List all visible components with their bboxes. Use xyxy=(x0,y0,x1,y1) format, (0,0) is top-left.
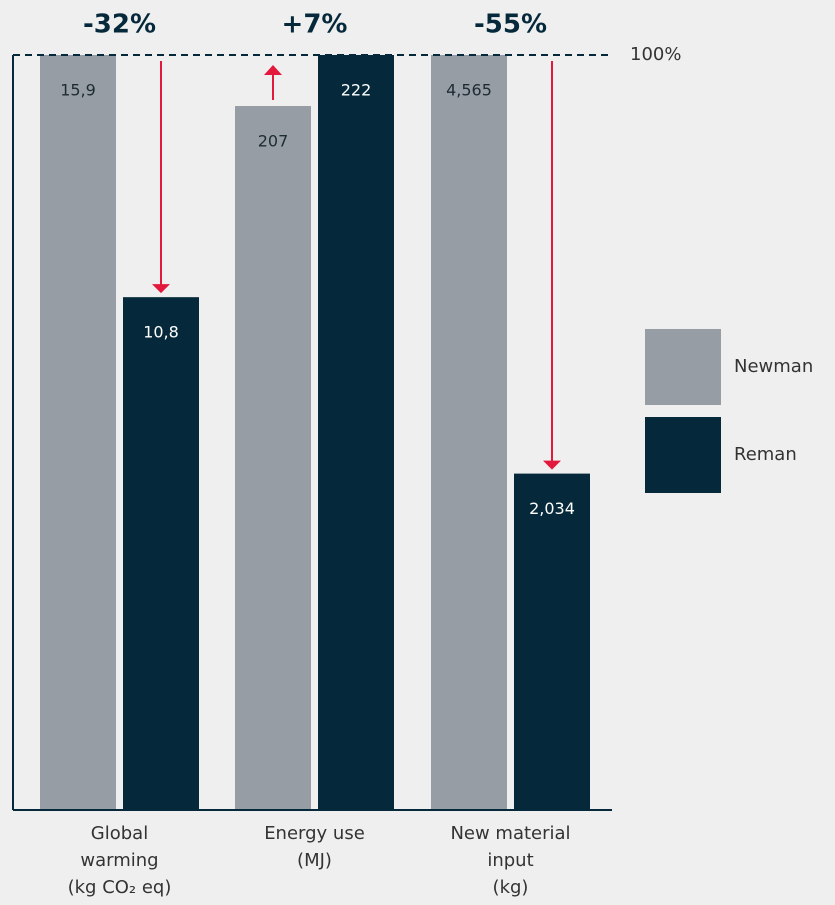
legend-label: Reman xyxy=(734,444,797,465)
bar xyxy=(235,106,311,811)
value-label: 15,9 xyxy=(60,81,96,100)
x-tick-label: New material xyxy=(450,823,570,844)
x-tick-label: (kg CO₂ eq) xyxy=(68,877,172,898)
bar xyxy=(123,297,199,810)
change-annotation: -55% xyxy=(474,10,547,40)
bar xyxy=(318,55,394,810)
legend-label: Newman xyxy=(734,356,813,377)
x-tick-label: warming xyxy=(80,850,158,871)
reference-label: 100% xyxy=(630,44,681,65)
value-label: 222 xyxy=(341,81,372,100)
legend-swatch xyxy=(645,329,721,405)
x-tick-label: Energy use xyxy=(264,823,365,844)
value-label: 207 xyxy=(258,132,289,151)
arrow-head xyxy=(264,65,282,75)
x-tick-label: Global xyxy=(91,823,148,844)
change-annotation: +7% xyxy=(282,10,348,40)
legend-swatch xyxy=(645,417,721,493)
x-tick-label: (kg) xyxy=(493,877,529,898)
x-tick-label: (MJ) xyxy=(297,850,332,871)
x-tick-label: input xyxy=(487,850,533,871)
bar xyxy=(40,55,116,810)
value-label: 10,8 xyxy=(143,323,179,342)
arrow-head xyxy=(543,460,561,470)
bar xyxy=(431,55,507,810)
bar xyxy=(514,473,590,810)
change-annotation: -32% xyxy=(83,10,156,40)
arrow-head xyxy=(152,284,170,294)
value-label: 4,565 xyxy=(446,81,492,100)
value-label: 2,034 xyxy=(529,499,575,518)
